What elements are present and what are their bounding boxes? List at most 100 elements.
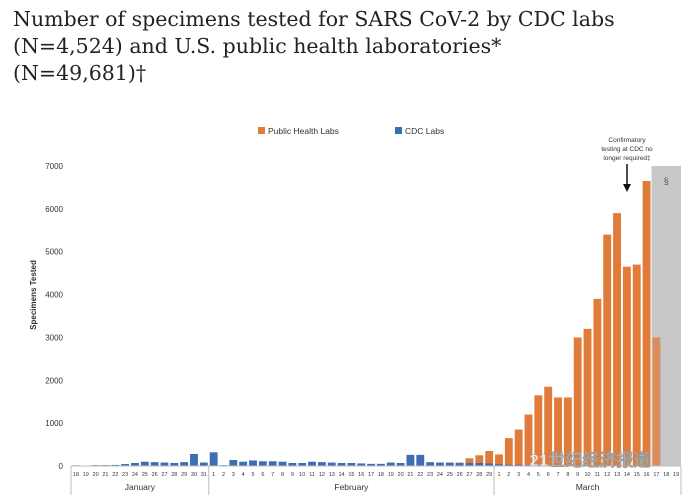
bar-phl (642, 181, 651, 466)
x-tick-label: 17 (368, 472, 374, 478)
bar-cdc (160, 462, 169, 466)
bar-cdc (131, 463, 139, 466)
y-tick-label: 7000 (45, 162, 63, 171)
bar-cdc (209, 452, 218, 466)
bar-cdc (465, 463, 474, 466)
y-tick-label: 6000 (45, 205, 63, 214)
title-line-2: (N=4,524) and U.S. public health laborat… (13, 34, 502, 58)
x-tick-label: 3 (517, 472, 520, 478)
bar-cdc (288, 463, 297, 466)
x-tick-label: 25 (142, 472, 148, 478)
bar-cdc (180, 462, 189, 466)
legend-label-cdc-labs: CDC Labs (405, 126, 444, 136)
x-tick-label: 22 (417, 472, 423, 478)
x-tick-label: 5 (537, 472, 540, 478)
bar-cdc (406, 454, 415, 466)
bar-phl (534, 395, 543, 466)
bar-cdc (445, 462, 454, 466)
x-tick-label: 6 (261, 472, 264, 478)
bar-phl (632, 264, 641, 466)
y-tick-label: 5000 (45, 248, 63, 257)
x-tick-label: 7 (271, 472, 274, 478)
bar-cdc (436, 462, 444, 466)
x-tick-label: 18 (663, 472, 669, 478)
bar-phl (485, 451, 494, 466)
x-tick-label: 27 (161, 472, 167, 478)
y-tick-label: 3000 (45, 333, 63, 342)
x-tick-label: 11 (309, 472, 315, 478)
bar-cdc (140, 461, 149, 466)
watermark: 21世纪经济报道 (530, 450, 651, 470)
bar-phl (563, 397, 572, 466)
month-label: February (334, 482, 369, 492)
x-tick-label: 8 (566, 472, 569, 478)
x-tick-label: 30 (191, 472, 197, 478)
x-tick-label: 10 (299, 472, 305, 478)
x-tick-label: 11 (595, 472, 601, 478)
x-tick-label: 1 (497, 472, 500, 478)
bar-cdc (337, 463, 346, 466)
x-tick-label: 28 (476, 472, 482, 478)
legend-swatch-cdc-labs (395, 127, 402, 134)
bar-cdc (357, 463, 366, 466)
x-tick-label: 24 (132, 472, 138, 478)
y-tick-label: 4000 (45, 291, 63, 300)
month-label: March (576, 482, 600, 492)
x-tick-label: 18 (73, 472, 79, 478)
bar-cdc (347, 463, 356, 466)
bar-cdc (121, 464, 130, 466)
title-line-3: (N=49,681)† (13, 61, 147, 85)
bar-phl (613, 213, 621, 466)
bar-cdc (258, 461, 267, 466)
bar-phl (622, 266, 631, 466)
x-tick-label: 10 (584, 472, 590, 478)
bar-cdc (317, 462, 326, 466)
bar-cdc (367, 463, 376, 466)
bar-cdc (150, 462, 159, 466)
bar-cdc (396, 463, 405, 466)
bar-cdc (495, 464, 503, 466)
bar-phl (554, 397, 562, 466)
x-tick-label: 29 (181, 472, 187, 478)
month-labels: January February March (70, 466, 682, 495)
x-tick-label: 22 (112, 472, 118, 478)
bar-cdc (504, 464, 513, 466)
x-tick-label: 14 (338, 472, 344, 478)
x-tick-label: 20 (398, 472, 404, 478)
bar-phl (495, 454, 503, 466)
x-tick-label: 26 (152, 472, 158, 478)
x-tick-label: 16 (358, 472, 364, 478)
annotation-line-2: testing at CDC no (601, 146, 653, 153)
x-tick-label: 28 (171, 472, 177, 478)
bar-cdc (229, 460, 238, 466)
x-tick-label: 8 (281, 472, 284, 478)
x-tick-label: 15 (634, 472, 640, 478)
x-tick-label: 7 (556, 472, 559, 478)
bar-cdc (170, 463, 179, 466)
x-tick-label: 19 (83, 472, 89, 478)
x-tick-label: 6 (547, 472, 550, 478)
bar-cdc (455, 463, 464, 466)
annotation-line-1: Confirmatory (608, 137, 646, 144)
bar-phl (603, 234, 612, 466)
title-line-1: Number of specimens tested for SARS CoV-… (13, 7, 615, 31)
bar-phl (583, 328, 592, 466)
x-tick-label: 12 (319, 472, 325, 478)
x-tick-label: 17 (653, 472, 659, 478)
x-tick-label: 13 (614, 472, 620, 478)
x-tick-label: 29 (486, 472, 492, 478)
bar-phl (475, 455, 484, 466)
bar-phl (593, 298, 602, 466)
x-tick-label: 24 (437, 472, 443, 478)
bar-cdc (308, 461, 316, 466)
shaded-region-label: § (664, 176, 669, 186)
x-tick-label: 4 (242, 472, 245, 478)
y-tick-label: 0 (59, 462, 64, 471)
x-tick-label: 23 (427, 472, 433, 478)
x-tick-label: 20 (93, 472, 99, 478)
x-tick-label: 31 (201, 472, 207, 478)
x-tick-label: 25 (447, 472, 453, 478)
chart-title: Number of specimens tested for SARS CoV-… (13, 6, 693, 87)
annotation-arrow-head (623, 184, 631, 192)
x-tick-label: 21 (102, 472, 108, 478)
